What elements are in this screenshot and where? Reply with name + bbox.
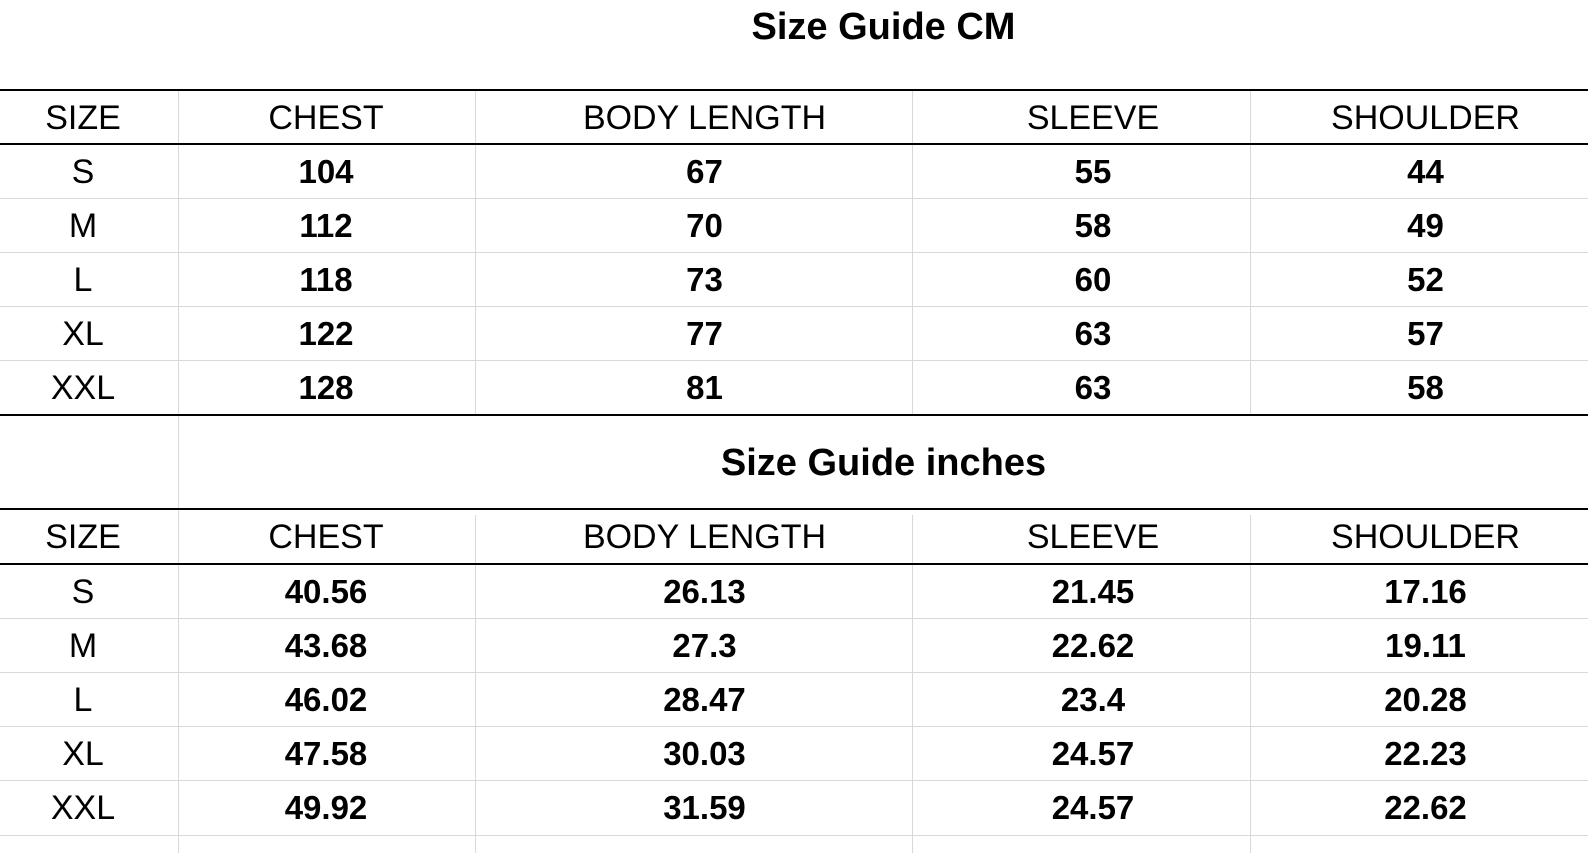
grid-hline [0,618,1588,619]
grid-vline [475,515,476,853]
grid-hline [0,780,1588,781]
shoulder-cell: 52 [1407,261,1444,298]
inches-table-title: Size Guide inches [720,442,1047,484]
grid-hline [0,143,1588,145]
chest-cell: 43.68 [284,627,368,664]
shoulder-cell: 49 [1407,207,1444,244]
table-row: L 46.02 28.47 23.4 20.28 [0,673,1588,727]
cm-title-row: Size Guide CM [0,0,1588,89]
shoulder-cell: 57 [1407,315,1444,352]
shoulder-cell: 20.28 [1384,681,1467,718]
chest-cell: 118 [299,261,353,298]
size-cell: XL [62,735,104,773]
chest-cell: 104 [298,153,354,190]
column-header: SLEEVE [1026,99,1160,137]
shoulder-cell: 22.23 [1384,735,1467,772]
chest-cell: 47.58 [284,735,368,772]
column-header: CHEST [268,518,384,556]
shoulder-cell: 22.62 [1384,789,1467,826]
grid-hline [0,508,1588,510]
table-row: L 118 73 60 52 [0,253,1588,307]
table-row: S 104 67 55 44 [0,145,1588,199]
sleeve-cell: 60 [1074,261,1112,298]
body-length-cell: 70 [686,207,723,244]
grid-hline [0,835,1588,836]
body-length-cell: 30.03 [663,735,746,772]
column-header: SIZE [45,99,121,137]
grid-hline [0,306,1588,307]
grid-hline [0,360,1588,361]
table-row: XL 122 77 63 57 [0,307,1588,361]
size-cell: XL [62,315,104,353]
table-row: M 43.68 27.3 22.62 19.11 [0,619,1588,673]
sleeve-cell: 55 [1074,153,1112,190]
chest-cell: 122 [298,315,354,352]
body-length-cell: 26.13 [663,573,746,610]
body-length-cell: 67 [686,153,723,190]
size-cell: S [71,153,95,191]
inches-title-row: Size Guide inches [0,416,1588,508]
grid-hline [0,563,1588,565]
shoulder-cell: 58 [1407,369,1444,406]
column-header: SIZE [45,518,121,556]
size-cell: M [68,207,98,245]
body-length-cell: 73 [686,261,723,298]
chest-cell: 112 [299,207,353,244]
chest-cell: 49.92 [284,789,368,826]
sleeve-cell: 63 [1074,315,1112,352]
grid-hline [0,89,1588,91]
grid-vline [1250,515,1251,853]
table-row: XXL 128 81 63 58 [0,361,1588,415]
table-row: S 40.56 26.13 21.45 17.16 [0,565,1588,619]
sleeve-cell: 24.57 [1051,735,1135,772]
grid-hline [0,252,1588,253]
body-length-cell: 77 [686,315,723,352]
sleeve-cell: 23.4 [1060,681,1126,718]
shoulder-cell: 19.11 [1385,627,1466,664]
inches-header-row: SIZE CHEST BODY LENGTH SLEEVE SHOULDER [0,510,1588,564]
sleeve-cell: 58 [1074,207,1112,244]
column-header: BODY LENGTH [582,518,827,556]
sleeve-cell: 24.57 [1051,789,1135,826]
size-cell: XXL [50,789,116,827]
size-cell: S [71,573,95,611]
shoulder-cell: 17.16 [1384,573,1467,610]
chest-cell: 128 [298,369,354,406]
grid-vline [178,0,179,853]
size-cell: M [68,627,98,665]
column-header: SLEEVE [1026,518,1160,556]
cm-header-row: SIZE CHEST BODY LENGTH SLEEVE SHOULDER [0,91,1588,145]
sleeve-cell: 21.45 [1051,573,1135,610]
shoulder-cell: 44 [1407,153,1444,190]
sleeve-cell: 63 [1074,369,1112,406]
body-length-cell: 81 [686,369,723,406]
chest-cell: 46.02 [284,681,368,718]
table-row: M 112 70 58 49 [0,199,1588,253]
cm-table-title: Size Guide CM [751,6,1016,48]
size-cell: L [73,261,93,299]
size-cell: L [73,681,93,719]
sleeve-cell: 22.62 [1051,627,1135,664]
column-header: BODY LENGTH [582,99,827,137]
size-cell: XXL [50,369,116,407]
chest-cell: 40.56 [284,573,368,610]
table-row: XL 47.58 30.03 24.57 22.23 [0,727,1588,781]
grid-vline [912,515,913,853]
column-header: CHEST [268,99,384,137]
column-header: SHOULDER [1331,518,1520,556]
grid-hline [0,672,1588,673]
body-length-cell: 31.59 [663,789,746,826]
grid-hline [0,198,1588,199]
grid-hline [0,726,1588,727]
grid-hline [0,414,1588,416]
body-length-cell: 27.3 [672,627,737,664]
column-header: SHOULDER [1331,99,1520,137]
table-row: XXL 49.92 31.59 24.57 22.62 [0,781,1588,835]
body-length-cell: 28.47 [663,681,746,718]
